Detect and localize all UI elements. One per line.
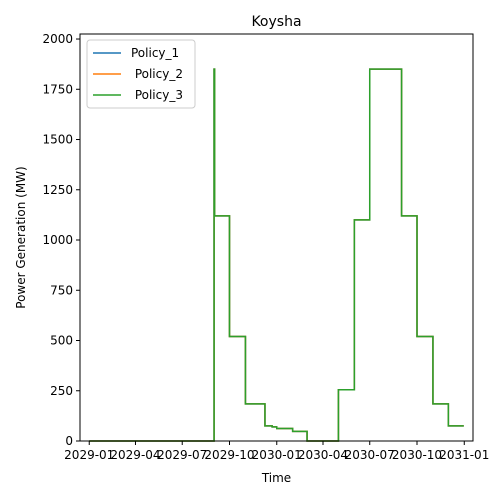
- x-tick-label: 2029-10: [204, 448, 254, 462]
- x-tick-label: 2029-04: [110, 448, 160, 462]
- y-tick-label: 2000: [42, 32, 73, 46]
- x-tick-label: 2030-04: [298, 448, 348, 462]
- legend-box: [86, 39, 196, 109]
- legend-label: Policy_1: [131, 46, 179, 60]
- x-tick-label: 2031-01: [439, 448, 489, 462]
- legend: Policy_1 Policy_2 Policy_3: [86, 39, 196, 109]
- chart-title: Koysha: [251, 14, 301, 30]
- x-tick-label: 2029-01: [64, 448, 114, 462]
- series-lines: [89, 68, 464, 442]
- x-axis: 2029-012029-042029-072029-102030-012030-…: [64, 441, 489, 462]
- y-tick-label: 250: [50, 384, 73, 398]
- y-axis: 0 250 500 750 1000 1250 1500 1750 2000: [42, 32, 80, 448]
- y-tick-label: 1250: [42, 183, 73, 197]
- x-tick-label: 2030-10: [392, 448, 442, 462]
- series-line-3: [89, 68, 464, 442]
- x-axis-label: Time: [261, 471, 291, 485]
- y-tick-label: 750: [50, 283, 73, 297]
- x-tick-label: 2030-01: [252, 448, 302, 462]
- y-tick-label: 1750: [42, 82, 73, 96]
- y-tick-label: 0: [65, 434, 73, 448]
- legend-label: Policy_3: [131, 88, 183, 102]
- y-tick-label: 1500: [42, 133, 73, 147]
- y-tick-label: 1000: [42, 233, 73, 247]
- y-tick-label: 500: [50, 334, 73, 348]
- y-axis-label: Power Generation (MW): [14, 166, 28, 308]
- x-tick-label: 2030-07: [345, 448, 395, 462]
- legend-label: Policy_2: [131, 67, 183, 81]
- x-tick-label: 2029-07: [157, 448, 207, 462]
